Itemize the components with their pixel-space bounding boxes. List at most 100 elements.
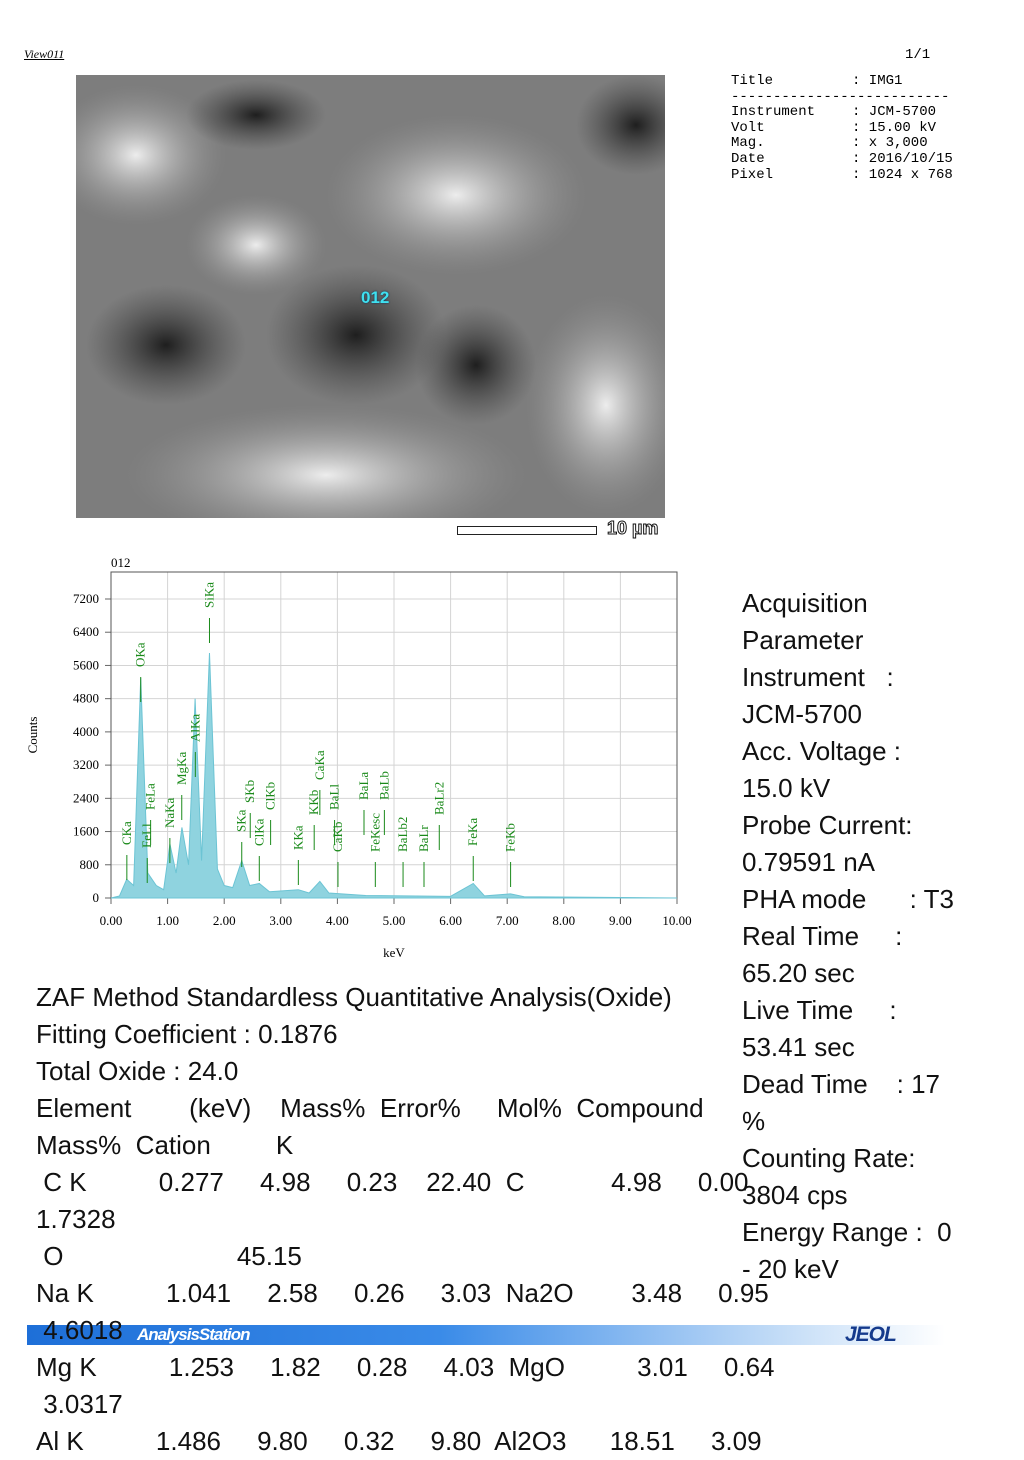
peak-label: FeLl [139, 823, 154, 848]
info-separator: -------------------------- [731, 88, 950, 105]
analysis-line: Total Oxide : 24.0 [36, 1056, 239, 1086]
peak-label: OKa [133, 642, 148, 667]
info-value: : JCM-5700 [852, 104, 937, 121]
info-row: Pixel : 1024 x 768 [731, 166, 953, 184]
analysis-line: C K 0.277 4.98 0.23 22.40 C 4.98 0.00 [36, 1167, 749, 1197]
peak-label: SKa [234, 809, 249, 832]
acquisition-line: Probe Current: [742, 810, 913, 840]
info-label: Volt [731, 119, 765, 136]
info-row: Date : 2016/10/15 [731, 150, 953, 168]
sem-texture [76, 75, 665, 518]
y-tick-label: 6400 [73, 624, 99, 639]
y-tick-label: 4800 [73, 691, 99, 706]
x-tick-label: 8.00 [552, 913, 575, 928]
acquisition-line: Real Time : [742, 921, 903, 951]
acquisition-line: JCM-5700 [742, 699, 862, 729]
peak-label: MgKa [174, 752, 189, 785]
info-row: Mag.: x 3,000 [731, 136, 953, 152]
peak-label: BaLb2 [395, 817, 410, 852]
peak-label: KKa [290, 825, 305, 850]
peak-label: KKb [306, 790, 321, 815]
peak-label: CaKb [330, 822, 345, 852]
peak-label: BaLb [376, 771, 391, 800]
y-tick-label: 4000 [73, 724, 99, 739]
spectrum [110, 652, 678, 899]
acquisition-line: 3804 cps [742, 1180, 848, 1210]
x-tick-label: 1.00 [156, 913, 179, 928]
acquisition-line: 53.41 sec [742, 1032, 855, 1062]
info-value: : 1024 x 768 [852, 166, 953, 183]
peak-label: FeKb [503, 823, 518, 852]
page-number: 1/1 [905, 47, 931, 63]
footer-logo: JEOL [845, 1323, 897, 1346]
x-tick-label: 2.00 [213, 913, 236, 928]
x-tick-label: 6.00 [439, 913, 462, 928]
info-label: Mag. [731, 135, 765, 152]
acquisition-text: Acquisition Parameter Instrument : JCM-5700… [742, 585, 954, 1288]
acquisition-line: Counting Rate: [742, 1143, 916, 1173]
acquisition-line: Parameter [742, 625, 864, 655]
analysis-line: O 45.15 [36, 1241, 302, 1271]
analysis-line: Mass% Cation K [36, 1130, 294, 1160]
analysis-line: Fitting Coefficient : 0.1876 [36, 1019, 338, 1049]
y-tick-label: 5600 [73, 657, 99, 672]
acquisition-line: Live Time : [742, 995, 897, 1025]
info-value: : 2016/10/15 [852, 150, 953, 167]
peak-label: SKb [242, 780, 257, 803]
peak-label: FeLa [143, 783, 158, 810]
info-row: Volt : 15.00 kV [731, 119, 953, 137]
info-row: Title: IMG1 [731, 73, 953, 90]
sem-image [76, 75, 665, 518]
scale-bar [457, 526, 597, 535]
peak-label: BaLl [327, 784, 342, 810]
x-tick-label: 4.00 [326, 913, 349, 928]
info-label: Date [731, 150, 765, 167]
analysis-line: ZAF Method Standardless Quantitative Ana… [36, 982, 672, 1012]
y-tick-label: 800 [80, 857, 100, 872]
acquisition-line: Instrument : [742, 662, 894, 692]
acquisition-line: Dead Time : 17 [742, 1069, 940, 1099]
x-tick-label: 5.00 [383, 913, 406, 928]
footer-brand: AnalysisStation [137, 1325, 251, 1344]
acquisition-line: Energy Range : 0 [742, 1217, 952, 1247]
peak-label: BaLr [416, 825, 431, 852]
peak-label: ClKa [251, 818, 266, 846]
x-tick-label: 3.00 [269, 913, 292, 928]
acquisition-line: - 20 keV [742, 1254, 839, 1284]
view-name: View011 [24, 47, 65, 61]
x-tick-label: 0.00 [100, 913, 123, 928]
analysis-line: 3.0317 [36, 1389, 123, 1419]
chart-title: 012 [111, 555, 131, 570]
acquisition-line: 0.79591 nA [742, 847, 876, 877]
image-info: Title: IMG1 -------------------------- Ins… [731, 73, 953, 184]
y-tick-label: 7200 [73, 591, 99, 606]
analysis-line: Al K 1.486 9.80 0.32 9.80 Al2O3 18.51 3.… [36, 1426, 762, 1456]
x-axis-label: keV [383, 945, 405, 960]
peak-label: AlKa [187, 714, 202, 742]
acquisition-line: Acc. Voltage : [742, 736, 901, 766]
info-value: : 15.00 kV [852, 119, 937, 136]
info-label: Instrument [731, 104, 816, 121]
acquisition-line: 65.20 sec [742, 958, 855, 988]
spectrum-chart: 012 Counts keV 0 800 1600 2400 3200 4000 4800 5600… [25, 555, 692, 960]
x-tick-label: 7.00 [496, 913, 519, 928]
analysis-line: Mg K 1.253 1.82 0.28 4.03 MgO 3.01 0.64 [36, 1352, 775, 1382]
acquisition-line: 15.0 kV [742, 773, 831, 803]
acquisition-line: PHA mode : T3 [742, 884, 954, 914]
spot-label: 012 [361, 288, 390, 307]
info-label: Pixel [731, 166, 774, 183]
analysis-line: 1.7328 [36, 1204, 116, 1234]
peak-label: CKa [119, 821, 134, 845]
footer-bar [27, 1325, 945, 1345]
x-tick-label: 10.00 [662, 913, 691, 928]
analysis-line: Na K 1.041 2.58 0.26 3.03 Na2O 3.48 0.95 [36, 1278, 769, 1308]
info-value: : IMG1 [852, 73, 903, 89]
peak-label: BaLr2 [431, 782, 446, 815]
y-tick-label: 1600 [73, 824, 99, 839]
analysis-line: 4.6018 [36, 1315, 123, 1345]
peak-label: SiKa [201, 582, 216, 608]
x-tick-label: 9.00 [609, 913, 632, 928]
analysis-text: ZAF Method Standardless Quantitative Ana… [36, 979, 775, 1460]
y-tick-label: 3200 [73, 757, 99, 772]
